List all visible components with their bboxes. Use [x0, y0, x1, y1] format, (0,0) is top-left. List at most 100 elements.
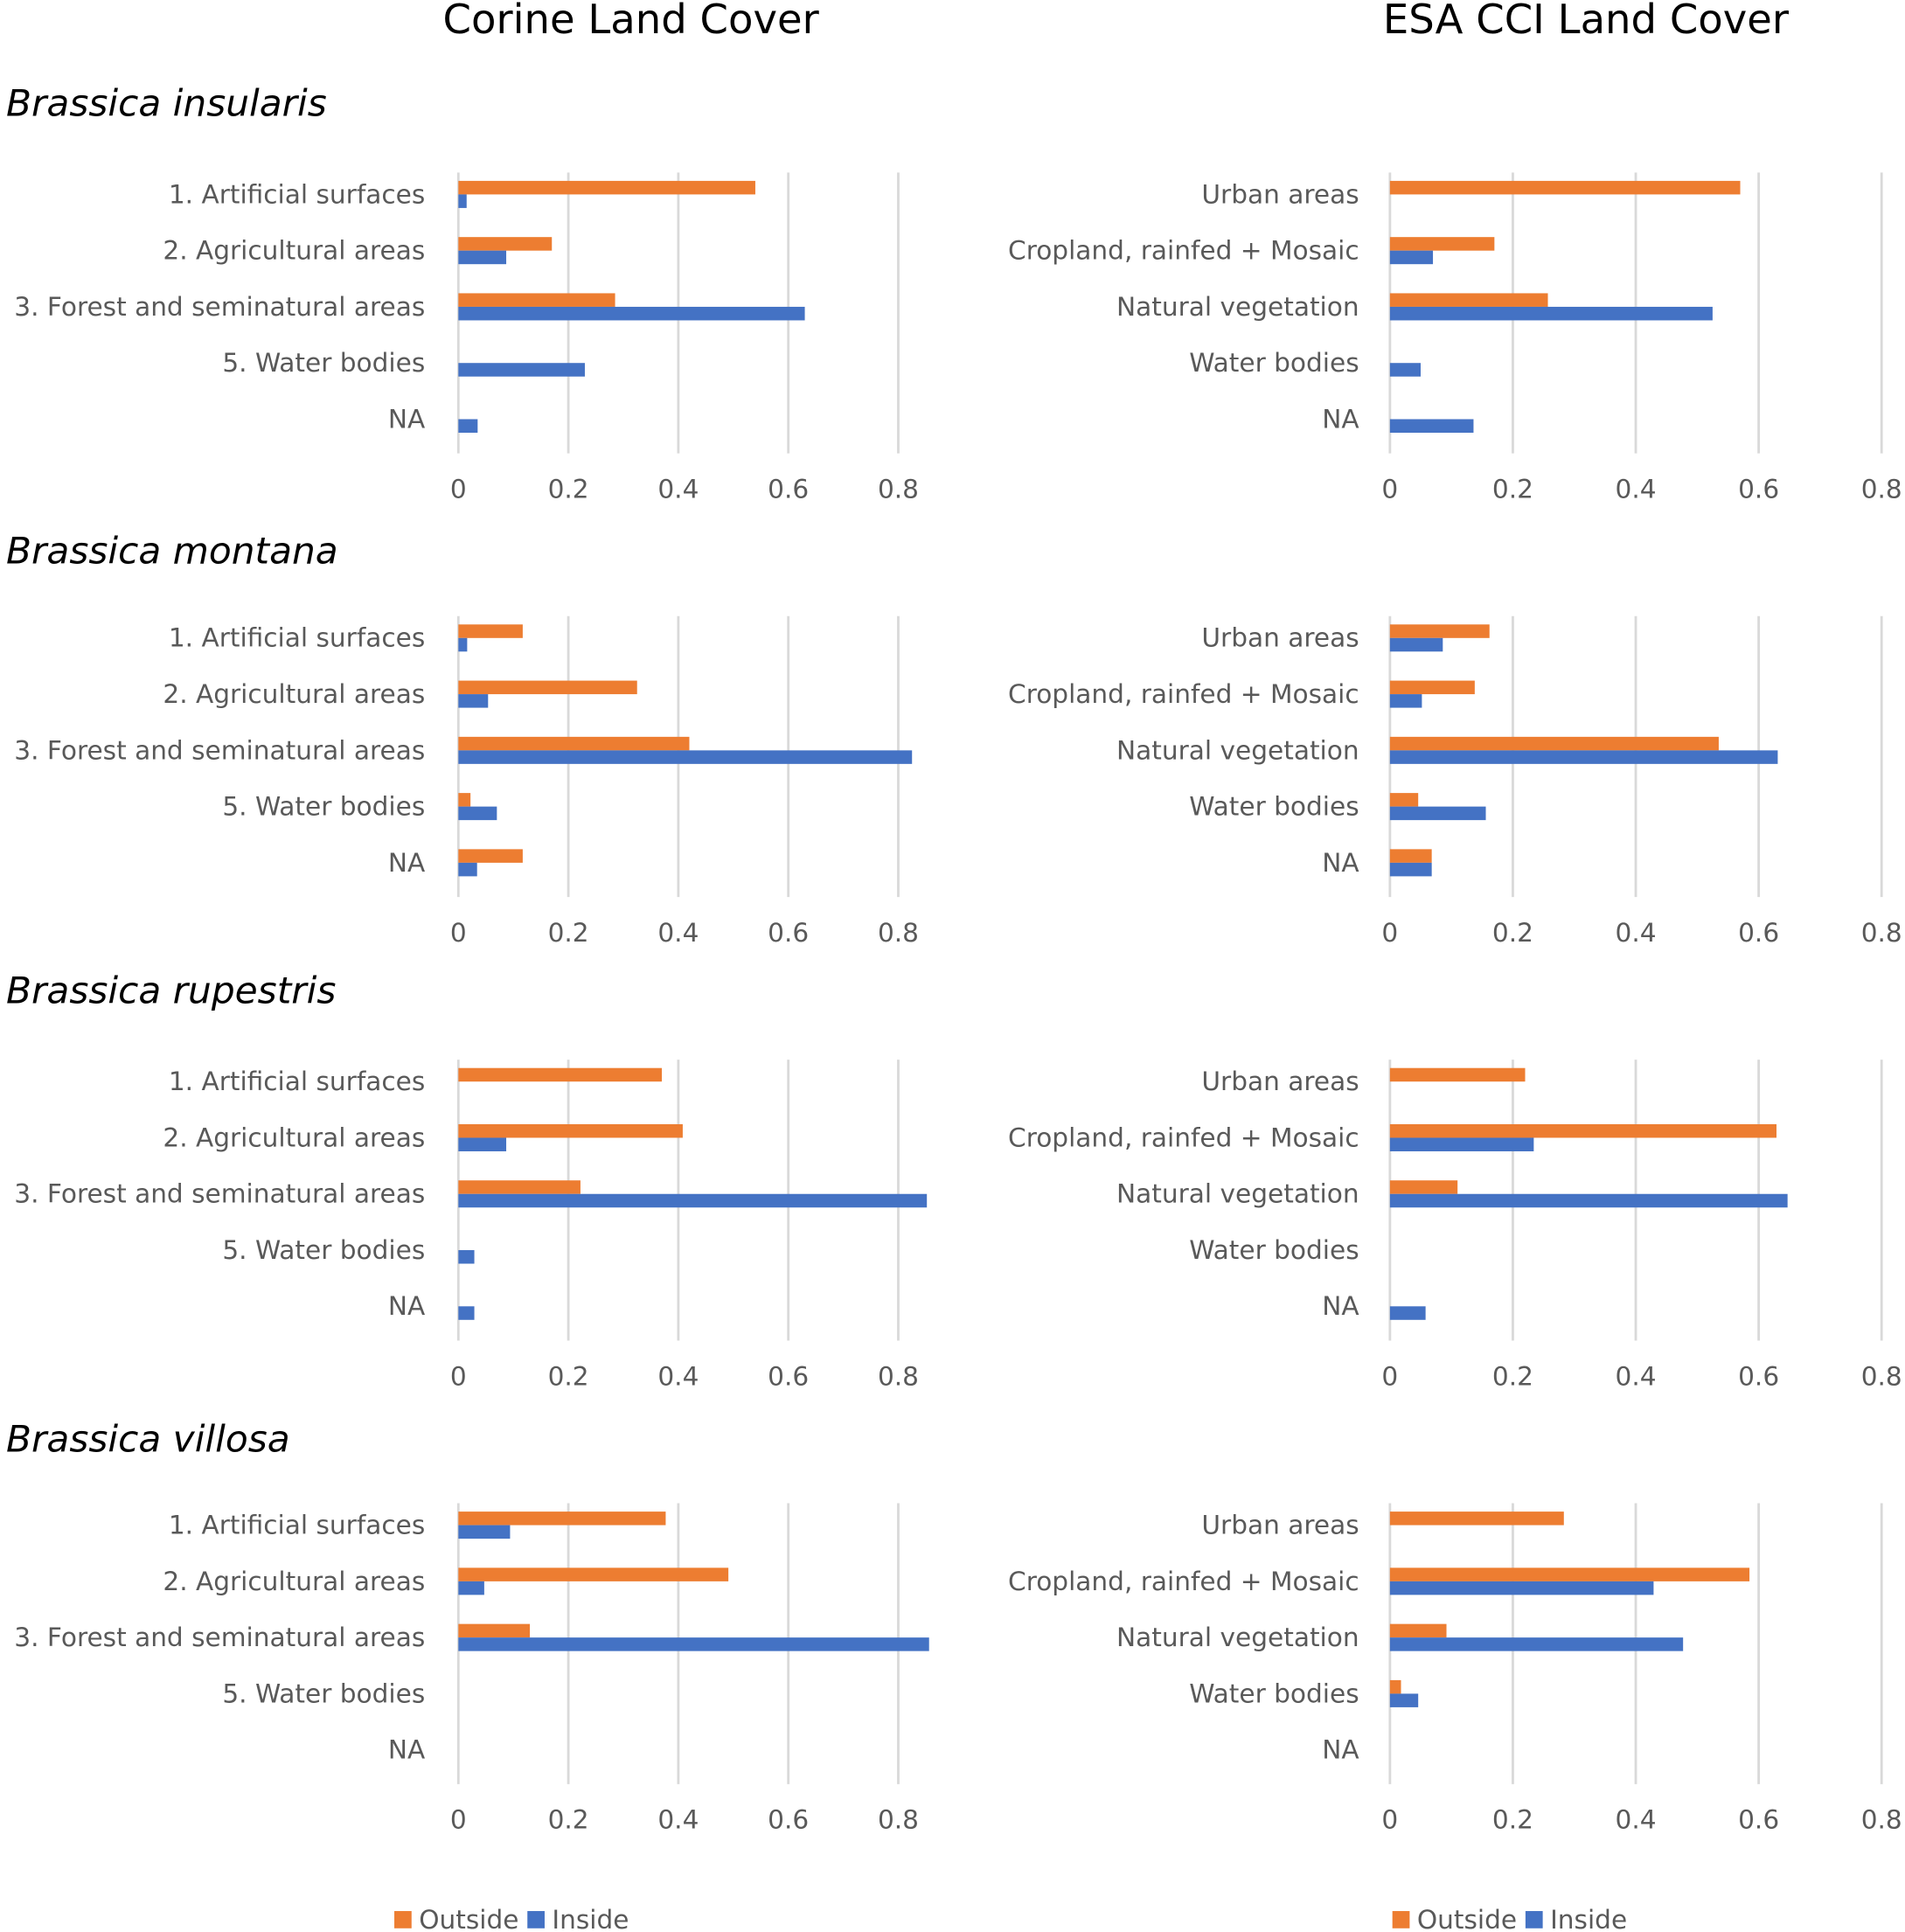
category-label: Natural vegetation: [1116, 735, 1359, 765]
x-tick-label: 0.2: [548, 1361, 589, 1391]
category-label: NA: [1322, 1291, 1359, 1321]
bar: [458, 1525, 511, 1539]
legend-label: Inside: [1550, 1905, 1627, 1932]
x-tick-label: 0.4: [657, 474, 699, 504]
x-tick-label: 0.6: [768, 1361, 809, 1391]
x-tick-label: 0.4: [657, 1361, 699, 1391]
species-title: Brassica rupestris: [6, 969, 336, 1012]
category-label: 5. Water bodies: [222, 792, 425, 822]
bar: [458, 806, 497, 821]
bar: [1389, 293, 1548, 307]
x-tick-label: 0.6: [1738, 918, 1779, 948]
category-label: NA: [1322, 848, 1359, 878]
category-label: Cropland, rainfed + Mosaic: [1008, 1122, 1359, 1152]
bar: [1389, 1137, 1534, 1151]
column-title: ESA CCI Land Cover: [1383, 0, 1790, 43]
legend-label: Inside: [552, 1905, 629, 1932]
species-title: Brassica villosa: [6, 1418, 290, 1461]
bar: [1389, 806, 1486, 821]
bar: [458, 637, 468, 652]
category-label: Urban areas: [1201, 1067, 1359, 1096]
x-tick-label: 0.4: [1616, 1361, 1657, 1391]
bar: [458, 1637, 929, 1651]
bar: [1389, 1581, 1654, 1595]
bar: [1389, 849, 1432, 863]
category-label: 3. Forest and seminatural areas: [14, 1179, 425, 1209]
bar: [458, 180, 755, 195]
bar: [1389, 419, 1474, 433]
bar: [458, 1250, 475, 1264]
x-tick-label: 0.6: [768, 474, 809, 504]
x-tick-label: 0: [450, 1805, 467, 1835]
x-tick-label: 0.6: [1738, 474, 1779, 504]
bar: [1389, 736, 1719, 751]
category-label: 3. Forest and seminatural areas: [14, 735, 425, 765]
x-tick-label: 0.8: [1861, 918, 1902, 948]
bar: [458, 194, 467, 208]
legend-swatch: [1392, 1911, 1410, 1929]
bar: [458, 237, 553, 251]
category-label: NA: [388, 1735, 425, 1765]
category-label: 2. Agricultural areas: [163, 1122, 425, 1152]
x-tick-label: 0.8: [878, 1361, 919, 1391]
bar: [458, 750, 913, 764]
category-label: NA: [1322, 404, 1359, 434]
category-label: 1. Artificial surfaces: [169, 179, 425, 209]
legend-swatch: [1525, 1911, 1543, 1929]
bar: [458, 293, 615, 307]
x-tick-label: 0.2: [548, 1805, 589, 1835]
category-label: 2. Agricultural areas: [163, 236, 425, 266]
category-label: Natural vegetation: [1116, 1179, 1359, 1209]
bar: [1389, 250, 1434, 265]
bar: [458, 1581, 484, 1595]
category-label: 3. Forest and seminatural areas: [14, 1623, 425, 1652]
bar: [458, 363, 585, 377]
species-title: Brassica montana: [6, 529, 338, 572]
x-tick-label: 0: [450, 1361, 467, 1391]
category-label: NA: [388, 404, 425, 434]
bar: [1389, 1123, 1777, 1138]
category-label: Water bodies: [1189, 1678, 1359, 1708]
x-tick-label: 0.2: [548, 918, 589, 948]
bar: [1389, 862, 1432, 877]
x-tick-label: 0.2: [548, 474, 589, 504]
bar: [1389, 1623, 1447, 1638]
bar: [1389, 637, 1443, 652]
bar: [1389, 793, 1419, 807]
bar: [1389, 1180, 1458, 1194]
bar: [458, 1137, 507, 1151]
bar: [1389, 180, 1741, 195]
bar: [1389, 363, 1421, 377]
bar: [1389, 694, 1422, 708]
category-label: NA: [388, 1291, 425, 1321]
bar: [1389, 624, 1490, 638]
bar: [458, 1512, 666, 1525]
bar: [458, 862, 477, 877]
category-label: Water bodies: [1189, 1235, 1359, 1265]
x-tick-label: 0.8: [878, 1805, 919, 1835]
x-tick-label: 0.4: [657, 918, 699, 948]
legend-label: Outside: [419, 1905, 518, 1932]
x-tick-label: 0.6: [1738, 1361, 1779, 1391]
bar: [458, 1623, 531, 1638]
species-title: Brassica insularis: [6, 82, 327, 125]
x-tick-label: 0: [1381, 474, 1398, 504]
category-label: Urban areas: [1201, 623, 1359, 653]
bar: [1389, 1512, 1564, 1525]
category-label: NA: [388, 848, 425, 878]
x-tick-label: 0: [450, 474, 467, 504]
bar: [458, 849, 523, 863]
x-tick-label: 0.8: [1861, 1805, 1902, 1835]
category-label: Urban areas: [1201, 179, 1359, 209]
bar: [458, 680, 637, 695]
x-tick-label: 0.4: [1616, 474, 1657, 504]
x-tick-label: 0.2: [1492, 918, 1533, 948]
bar: [1389, 1637, 1684, 1651]
category-label: 2. Agricultural areas: [163, 1567, 425, 1596]
category-label: Natural vegetation: [1116, 1623, 1359, 1652]
bar: [1389, 1567, 1750, 1581]
bar: [458, 793, 471, 807]
bar: [1389, 237, 1495, 251]
bar: [458, 306, 805, 321]
